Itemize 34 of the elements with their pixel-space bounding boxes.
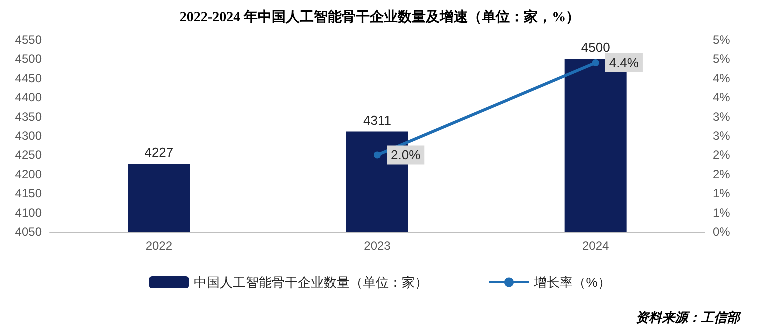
data-label: 4227: [144, 145, 174, 160]
y2-tick-label: 4%: [713, 71, 731, 86]
y2-tick-label: 5%: [713, 33, 731, 47]
y2-tick-label: 0%: [713, 225, 731, 239]
y2-tick-label: 1%: [713, 186, 731, 201]
data-label: 4500: [581, 40, 610, 56]
y-tick-label: 4400: [15, 90, 42, 105]
legend-label: 中国人工智能骨干企业数量（单位：家）: [194, 275, 428, 290]
y-tick-label: 4450: [15, 71, 42, 86]
y-tick-label: 4250: [15, 148, 42, 162]
x-tick-label: 2022: [146, 239, 173, 253]
x-tick-label: 2024: [582, 239, 610, 253]
y-tick-label: 4500: [15, 52, 42, 66]
y-tick-label: 4150: [15, 186, 42, 201]
y2-tick-label: 3%: [713, 110, 731, 124]
y2-tick-label: 3%: [713, 129, 731, 143]
y2-tick-label: 2%: [713, 167, 731, 182]
data-label: 4.4%: [609, 56, 640, 71]
y-tick-label: 4350: [15, 110, 42, 124]
data-label: 2.0%: [391, 148, 422, 163]
text: 资料来源：工信部: [636, 310, 742, 325]
y2-tick-label: 1%: [713, 206, 731, 220]
y-tick-label: 4100: [15, 206, 42, 220]
legend-label: 增长率（%）: [533, 275, 611, 290]
data-label: 4311: [364, 112, 392, 128]
y-tick-label: 4300: [15, 129, 42, 143]
y-tick-label: 4050: [15, 225, 42, 239]
y2-tick-label: 2%: [713, 148, 731, 162]
y2-tick-label: 5%: [713, 52, 731, 66]
y-tick-label: 4550: [15, 33, 42, 47]
y-tick-label: 4200: [15, 167, 42, 182]
y2-tick-label: 4%: [713, 90, 731, 105]
x-tick-label: 2023: [364, 239, 392, 253]
chart-title: 2022-2024 年中国人工智能骨干企业数量及增速（单位：家，%）: [180, 8, 580, 26]
